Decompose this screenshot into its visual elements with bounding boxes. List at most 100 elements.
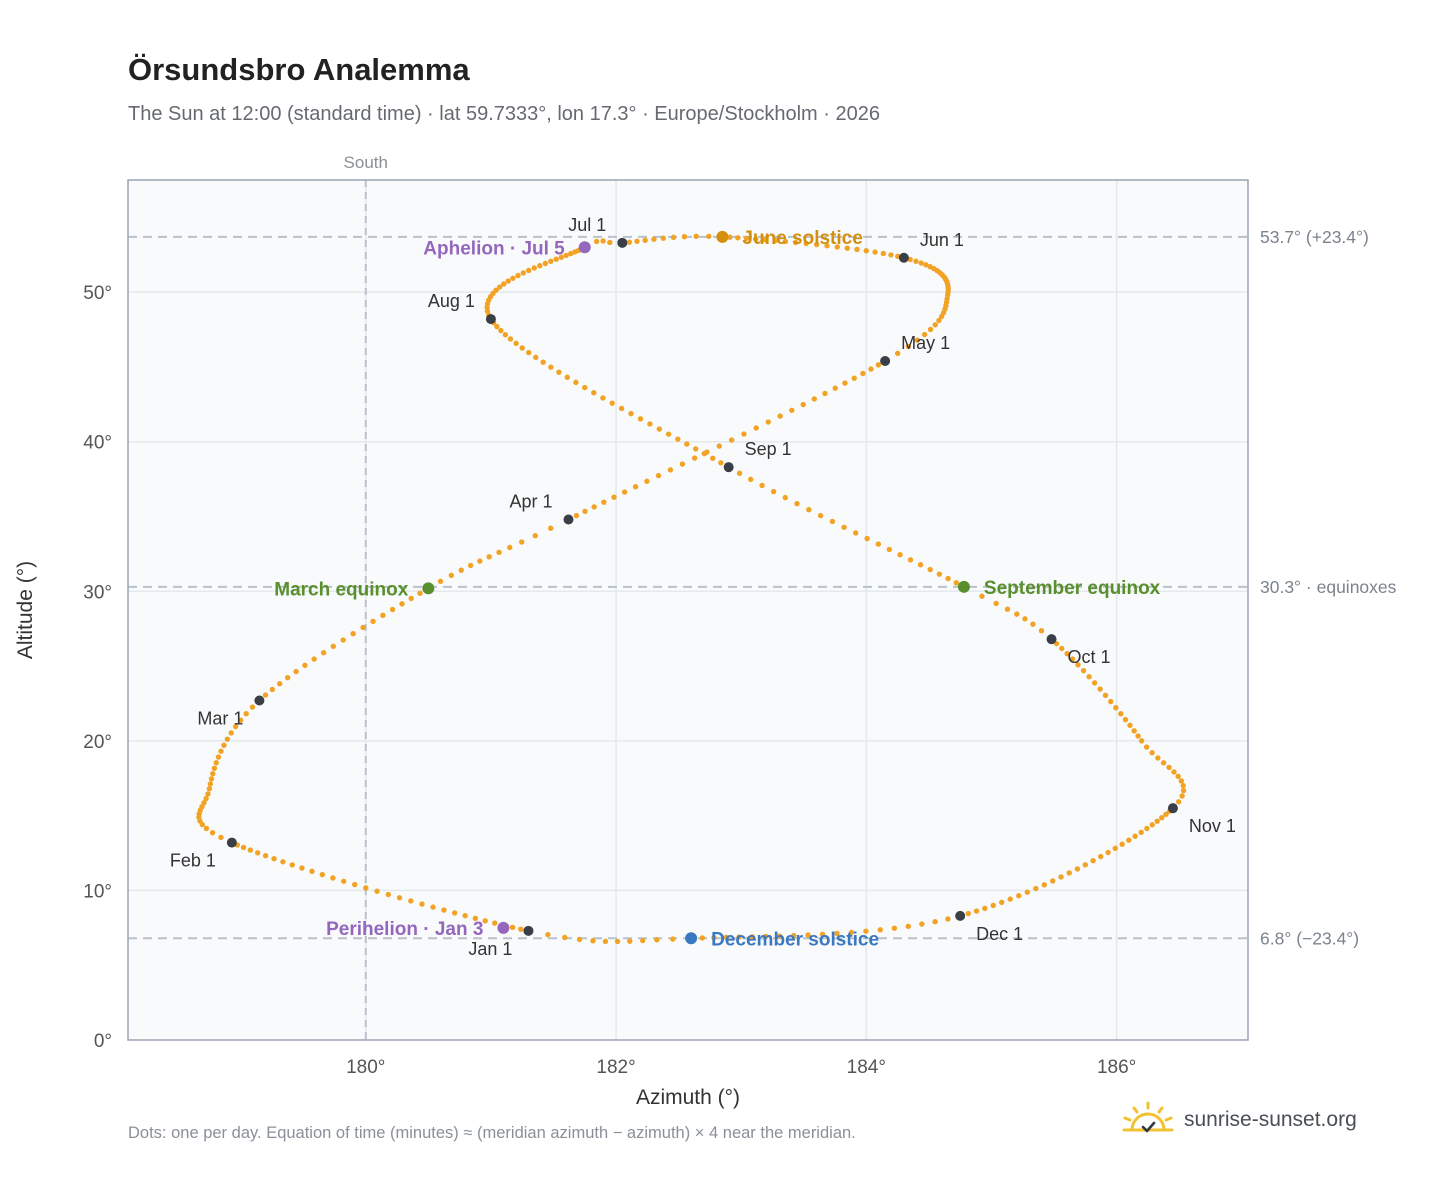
daily-dot bbox=[982, 905, 988, 912]
daily-dot bbox=[451, 910, 458, 916]
daily-dot bbox=[537, 262, 543, 269]
daily-dot bbox=[782, 494, 788, 501]
daily-dot bbox=[1179, 793, 1185, 799]
daily-dot bbox=[526, 349, 532, 356]
event-label: Perihelion · Jan 3 bbox=[326, 919, 483, 940]
daily-dot bbox=[919, 921, 925, 927]
daily-dot bbox=[240, 844, 247, 851]
daily-dot bbox=[582, 384, 588, 391]
daily-dot bbox=[776, 933, 783, 939]
daily-dot bbox=[1143, 744, 1150, 750]
daily-dot bbox=[208, 776, 215, 782]
event-label: September equinox bbox=[984, 578, 1161, 599]
daily-dot bbox=[834, 244, 840, 250]
daily-dot bbox=[628, 410, 634, 417]
daily-dot bbox=[891, 925, 898, 931]
daily-dot bbox=[1007, 896, 1013, 902]
daily-dot bbox=[748, 476, 754, 483]
daily-dot bbox=[736, 470, 743, 476]
daily-dot bbox=[684, 441, 690, 447]
daily-dot bbox=[618, 405, 625, 412]
daily-dot bbox=[553, 256, 559, 262]
daily-dot bbox=[271, 856, 277, 862]
daily-dot bbox=[1126, 837, 1132, 843]
brand[interactable]: sunrise-sunset.org bbox=[1120, 1100, 1357, 1140]
daily-dot bbox=[548, 364, 554, 370]
daily-dot bbox=[842, 380, 848, 386]
brand-name[interactable]: sunrise-sunset.org bbox=[1184, 1108, 1357, 1131]
daily-dot bbox=[363, 885, 369, 891]
daily-dot bbox=[716, 443, 722, 449]
daily-dot bbox=[824, 243, 830, 249]
daily-dot bbox=[1160, 760, 1167, 766]
daily-dot bbox=[458, 567, 464, 573]
daily-dot bbox=[518, 926, 524, 932]
daily-dot bbox=[863, 928, 869, 934]
daily-dot bbox=[762, 237, 768, 243]
daily-dot bbox=[206, 786, 213, 792]
month-marker-label: Jun 1 bbox=[920, 230, 964, 250]
daily-dot bbox=[1050, 878, 1056, 884]
daily-dot bbox=[1154, 818, 1160, 824]
date-markers: Jan 1 Feb 1 Mar 1 Apr 1 May 1 Jun 1 Jul 1 Aug 1… bbox=[170, 215, 1236, 959]
daily-dot bbox=[564, 374, 570, 380]
daily-dot bbox=[1144, 825, 1150, 832]
daily-dot bbox=[880, 250, 887, 257]
event-label: March equinox bbox=[274, 579, 409, 600]
daily-dot bbox=[262, 853, 269, 859]
daily-dot bbox=[482, 918, 488, 924]
y-axis-label: Altitude (°) bbox=[14, 561, 37, 659]
daily-dot bbox=[718, 460, 724, 466]
daily-dot bbox=[218, 748, 224, 754]
daily-dot bbox=[872, 249, 878, 255]
month-marker bbox=[1167, 803, 1178, 814]
daily-dot bbox=[389, 606, 396, 613]
daily-dot bbox=[852, 530, 859, 536]
daily-dot bbox=[330, 643, 337, 650]
daily-dot bbox=[864, 535, 870, 542]
daily-dot bbox=[763, 933, 769, 940]
daily-dot bbox=[600, 238, 606, 244]
month-marker bbox=[485, 314, 496, 325]
daily-dot bbox=[309, 868, 315, 875]
event-marker bbox=[685, 932, 698, 945]
event-marker bbox=[422, 582, 435, 595]
daily-dot bbox=[593, 238, 600, 245]
daily-dot bbox=[576, 936, 583, 943]
month-marker bbox=[617, 237, 628, 248]
daily-dot bbox=[841, 524, 847, 530]
daily-dot bbox=[759, 482, 765, 489]
daily-dot bbox=[667, 467, 674, 473]
daily-dot bbox=[637, 416, 644, 422]
daily-dot bbox=[953, 580, 959, 586]
daily-dot bbox=[556, 369, 562, 375]
daily-dot bbox=[289, 862, 295, 868]
daily-dot bbox=[207, 781, 214, 787]
daily-dot bbox=[399, 601, 405, 607]
daily-dot bbox=[507, 544, 513, 551]
daily-dot bbox=[670, 936, 676, 942]
daily-dot bbox=[215, 754, 222, 760]
daily-dot bbox=[1041, 882, 1048, 888]
daily-dot bbox=[736, 934, 742, 940]
event-marker bbox=[578, 241, 591, 254]
daily-dot bbox=[770, 488, 777, 495]
reference-line-label: 30.3° · equinoxes bbox=[1260, 577, 1397, 597]
daily-dot bbox=[973, 908, 980, 914]
daily-dot bbox=[1131, 728, 1137, 734]
daily-dot bbox=[1059, 645, 1065, 652]
daily-dot bbox=[886, 546, 893, 553]
daily-dot bbox=[486, 554, 492, 560]
daily-dot bbox=[932, 918, 938, 925]
daily-dot bbox=[501, 281, 507, 287]
y-tick-label: 40° bbox=[83, 433, 112, 454]
daily-dot bbox=[927, 326, 934, 333]
plot-frame bbox=[127, 179, 1249, 1041]
daily-dot bbox=[800, 401, 806, 408]
daily-dot bbox=[851, 375, 857, 381]
month-marker bbox=[898, 252, 909, 263]
daily-dot bbox=[621, 489, 628, 495]
daily-dot bbox=[923, 262, 929, 268]
daily-dot bbox=[505, 278, 511, 284]
daily-dot bbox=[936, 571, 943, 577]
